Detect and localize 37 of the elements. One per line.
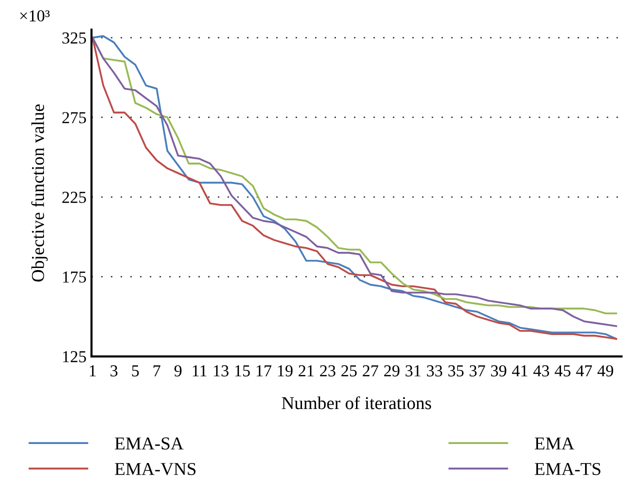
x-tick-label: 31 (406, 365, 420, 376)
x-tick-label: 43 (533, 365, 550, 376)
y-tick-label: 125 (63, 351, 86, 362)
y-tick-label: 175 (63, 271, 86, 283)
x-tick-label: 27 (362, 365, 378, 376)
legend-label: EMA-VNS (114, 462, 196, 476)
legend-label: EMA-TS (534, 462, 600, 476)
x-tick-label: 17 (256, 365, 272, 376)
x-tick-label: 21 (298, 365, 314, 376)
y-tick-label: 325 (62, 32, 86, 44)
legend-label: EMA (534, 437, 574, 450)
x-tick-label: 45 (554, 365, 570, 376)
y-tick-label: 275 (62, 112, 86, 124)
x-tick-label: 15 (235, 365, 250, 376)
x-tick-label: 25 (341, 365, 357, 376)
x-tick-label: 33 (426, 365, 442, 376)
x-tick-label: 11 (192, 365, 206, 376)
x-tick-label: 1 (90, 365, 96, 376)
x-axis-title: Number of iterations (282, 396, 432, 410)
y-axis-title: Objective function value (31, 104, 48, 282)
x-tick-label: 19 (278, 365, 293, 376)
x-tick-label: 9 (174, 365, 182, 376)
x-tick-label: 23 (320, 365, 336, 376)
x-tick-label: 37 (470, 365, 486, 376)
x-tick-label: 3 (110, 365, 118, 376)
x-tick-label: 49 (598, 365, 614, 376)
y-tick-label: 225 (62, 192, 86, 203)
x-tick-label: 7 (154, 365, 160, 376)
x-tick-label: 5 (132, 365, 139, 376)
x-tick-label: 29 (384, 365, 400, 376)
x-tick-label: 35 (448, 365, 464, 376)
legend-label: EMA-SA (114, 437, 184, 450)
x-tick-label: 41 (512, 365, 528, 376)
x-tick-label: 47 (576, 365, 592, 376)
x-tick-label: 39 (491, 365, 506, 376)
x-tick-label: 13 (214, 365, 228, 376)
text: ×10³ (20, 10, 50, 22)
